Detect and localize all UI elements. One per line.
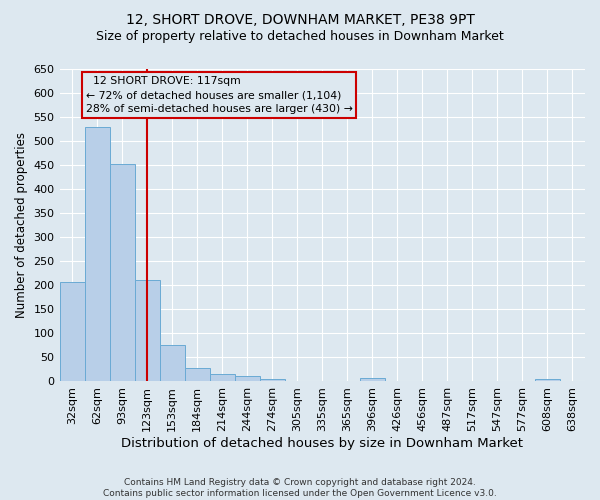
Text: Contains HM Land Registry data © Crown copyright and database right 2024.
Contai: Contains HM Land Registry data © Crown c… (103, 478, 497, 498)
Bar (59, 282, 85, 382)
Text: Size of property relative to detached houses in Downham Market: Size of property relative to detached ho… (96, 30, 504, 43)
Bar (235, 376, 260, 382)
Bar (535, 379, 560, 382)
X-axis label: Distribution of detached houses by size in Downham Market: Distribution of detached houses by size … (121, 437, 523, 450)
Bar (260, 379, 285, 382)
Bar (185, 368, 209, 382)
Bar (110, 164, 134, 382)
Text: 12, SHORT DROVE, DOWNHAM MARKET, PE38 9PT: 12, SHORT DROVE, DOWNHAM MARKET, PE38 9P… (125, 12, 475, 26)
Bar (160, 346, 185, 382)
Bar (209, 374, 235, 382)
Bar (360, 378, 385, 382)
Bar (85, 126, 110, 382)
Text: 12 SHORT DROVE: 117sqm
← 72% of detached houses are smaller (1,104)
28% of semi-: 12 SHORT DROVE: 117sqm ← 72% of detached… (86, 76, 353, 114)
Y-axis label: Number of detached properties: Number of detached properties (15, 132, 28, 318)
Bar (134, 280, 160, 382)
